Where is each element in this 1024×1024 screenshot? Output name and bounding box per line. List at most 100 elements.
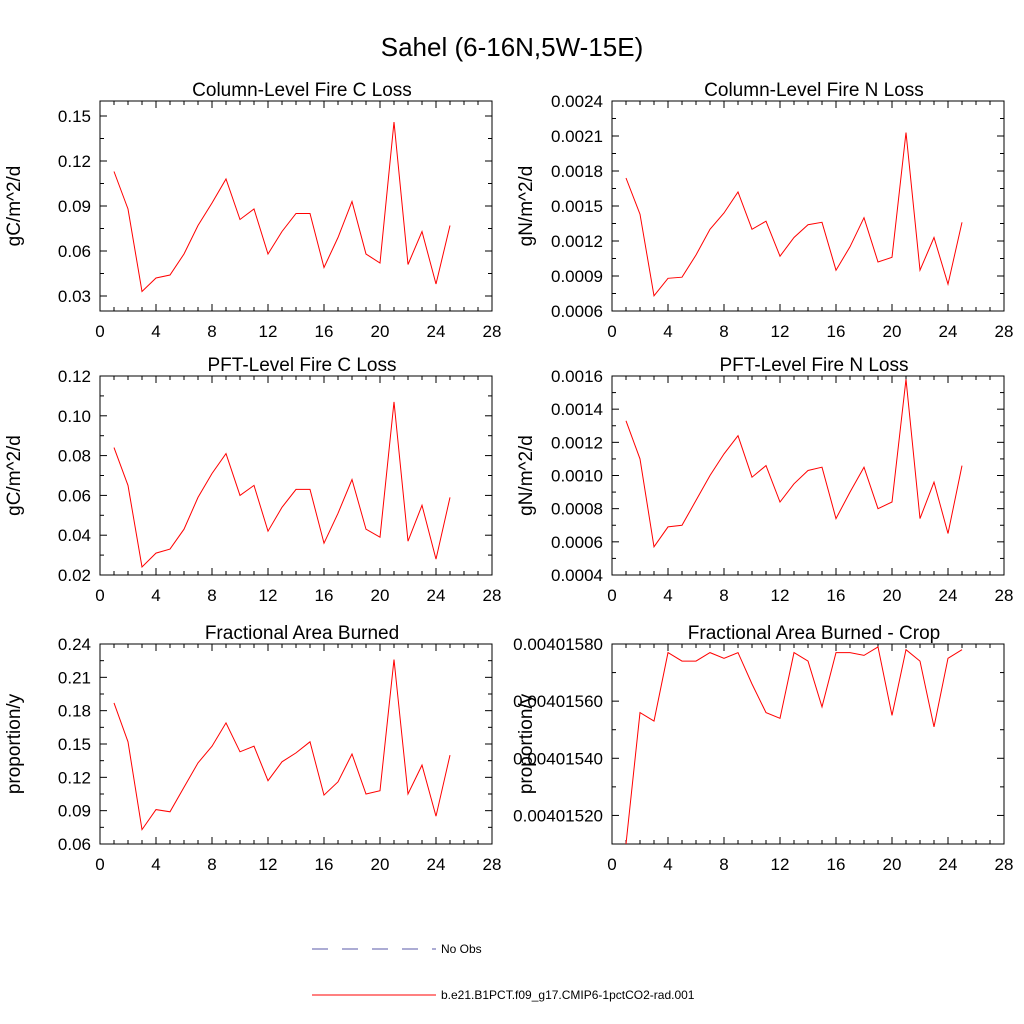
x-tick-label: 24 (427, 322, 446, 341)
legend: No Obs b.e21.B1PCT.f09_g17.CMIP6-1pctCO2-… (312, 942, 695, 1002)
x-tick-label: 16 (827, 586, 846, 605)
panel-title: Fractional Area Burned - Crop (688, 623, 940, 644)
y-tick-label: 0.0014 (551, 400, 603, 419)
x-tick-label: 20 (883, 586, 902, 605)
x-tick-label: 4 (663, 855, 672, 874)
x-tick-label: 4 (151, 586, 160, 605)
y-tick-label: 0.0009 (551, 267, 603, 286)
x-tick-label: 8 (207, 855, 216, 874)
x-tick-label: 16 (315, 855, 334, 874)
x-tick-label: 28 (483, 586, 502, 605)
y-tick-label: 0.04 (58, 526, 91, 545)
x-tick-label: 12 (259, 322, 278, 341)
y-axis-label: gN/m^2/d (516, 435, 537, 516)
x-tick-label: 12 (771, 855, 790, 874)
x-tick-label: 0 (95, 855, 104, 874)
panel-3: 0 4 8 12 16 20 24 28 0.02 0.04 0.06 0.08 0.10 0.12 PFT… (4, 355, 501, 605)
x-tick-label: 24 (939, 322, 958, 341)
x-tick-label: 12 (259, 586, 278, 605)
x-tick-label: 20 (371, 586, 390, 605)
y-tick-label: 0.12 (58, 768, 91, 787)
x-tick-label: 8 (719, 586, 728, 605)
x-tick-label: 12 (771, 322, 790, 341)
x-tick-label: 28 (995, 586, 1014, 605)
y-tick-label: 0.09 (58, 197, 91, 216)
y-axis-label: gN/m^2/d (516, 166, 537, 247)
x-tick-label: 20 (371, 855, 390, 874)
x-tick-label: 24 (427, 855, 446, 874)
x-tick-label: 8 (207, 586, 216, 605)
y-axis-label: proportion/y (516, 693, 537, 794)
main-title: Sahel (6-16N,5W-15E) (380, 32, 644, 62)
legend-label: b.e21.B1PCT.f09_g17.CMIP6-1pctCO2-rad.00… (441, 988, 695, 1002)
x-tick-label: 28 (483, 855, 502, 874)
x-tick-label: 4 (151, 855, 160, 874)
x-tick-label: 16 (827, 322, 846, 341)
x-tick-label: 0 (607, 586, 616, 605)
panel-6: 0 4 8 12 16 20 24 28 0.00401520 0.00401540 0.00401… (513, 623, 1013, 874)
x-tick-label: 8 (207, 322, 216, 341)
y-tick-label: 0.00401520 (513, 806, 603, 825)
y-tick-label: 0.12 (58, 152, 91, 171)
y-tick-label: 0.03 (58, 287, 91, 306)
y-tick-label: 0.00401540 (513, 749, 603, 768)
y-tick-label: 0.0012 (551, 433, 603, 452)
x-tick-label: 20 (371, 322, 390, 341)
panel-title: Fractional Area Burned (205, 623, 399, 644)
y-tick-label: 0.0016 (551, 367, 603, 386)
y-tick-label: 0.09 (58, 802, 91, 821)
y-tick-label: 0.12 (58, 367, 91, 386)
panel-title: PFT-Level Fire N Loss (720, 355, 909, 376)
plot-frame (611, 375, 1005, 576)
y-axis-label: proportion/y (4, 693, 25, 794)
y-tick-label: 0.0010 (551, 467, 603, 486)
x-tick-label: 12 (259, 855, 278, 874)
y-tick-label: 0.06 (58, 835, 91, 854)
x-tick-label: 4 (663, 322, 672, 341)
y-tick-label: 0.02 (58, 566, 91, 585)
x-tick-label: 28 (995, 322, 1014, 341)
plot-frame (611, 100, 1005, 312)
y-tick-label: 0.0015 (551, 197, 603, 216)
x-tick-label: 24 (939, 586, 958, 605)
x-tick-label: 16 (315, 322, 334, 341)
y-tick-label: 0.00401580 (513, 635, 603, 654)
y-tick-label: 0.10 (58, 407, 91, 426)
y-tick-label: 0.0006 (551, 533, 603, 552)
y-tick-label: 0.06 (58, 242, 91, 261)
panel-1: 0 4 8 12 16 20 24 28 0.03 0.06 0.09 0.12 0.15 Column-… (4, 80, 501, 341)
x-tick-label: 20 (883, 855, 902, 874)
y-tick-label: 0.21 (58, 668, 91, 687)
series-line (625, 646, 963, 844)
y-tick-label: 0.24 (58, 635, 91, 654)
y-axis-label: gC/m^2/d (4, 166, 25, 247)
y-tick-label: 0.15 (58, 107, 91, 126)
x-tick-label: 28 (483, 322, 502, 341)
y-tick-label: 0.0012 (551, 232, 603, 251)
y-tick-label: 0.00401560 (513, 692, 603, 711)
y-tick-label: 0.0008 (551, 500, 603, 519)
x-tick-label: 4 (151, 322, 160, 341)
x-tick-label: 16 (315, 586, 334, 605)
panel-title: Column-Level Fire C Loss (192, 80, 412, 101)
x-tick-label: 20 (883, 322, 902, 341)
y-axis-label: gC/m^2/d (4, 435, 25, 516)
series-line (625, 132, 963, 297)
x-tick-label: 0 (607, 855, 616, 874)
plot-frame (99, 375, 493, 576)
panel-5: 0 4 8 12 16 20 24 28 0.06 0.09 0.12 0.15 0.18 0.21 0.2… (4, 623, 501, 874)
x-tick-label: 16 (827, 855, 846, 874)
y-tick-label: 0.18 (58, 702, 91, 721)
legend-label: No Obs (441, 942, 482, 956)
y-tick-label: 0.15 (58, 735, 91, 754)
series-line (113, 121, 451, 293)
y-tick-label: 0.0021 (551, 127, 603, 146)
panel-title: PFT-Level Fire C Loss (208, 355, 397, 376)
series-line (625, 379, 963, 549)
x-tick-label: 24 (939, 855, 958, 874)
plot-frame (99, 643, 493, 845)
x-tick-label: 0 (607, 322, 616, 341)
x-tick-label: 8 (719, 322, 728, 341)
y-tick-label: 0.0006 (551, 302, 603, 321)
